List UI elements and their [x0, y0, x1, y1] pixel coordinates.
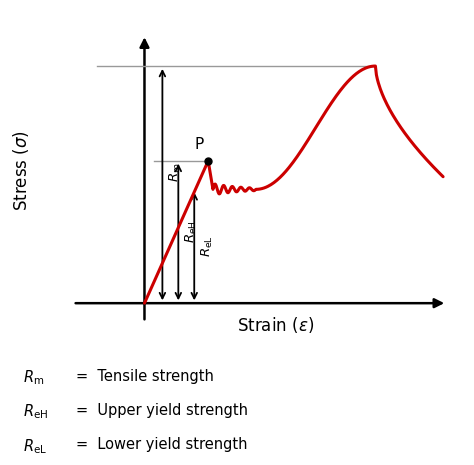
Text: =  Lower yield strength: = Lower yield strength — [76, 437, 247, 452]
Text: $R_\mathrm{eL}$: $R_\mathrm{eL}$ — [23, 437, 47, 456]
Text: P: P — [195, 137, 204, 152]
Text: =  Upper yield strength: = Upper yield strength — [76, 403, 247, 418]
Text: Stress ($\sigma$): Stress ($\sigma$) — [11, 130, 31, 211]
Text: $R_\mathrm{eL}$: $R_\mathrm{eL}$ — [200, 235, 215, 257]
Text: $R_\mathrm{m}$: $R_\mathrm{m}$ — [23, 369, 45, 387]
Text: $R_\mathrm{eH}$: $R_\mathrm{eH}$ — [23, 403, 48, 421]
Text: =  Tensile strength: = Tensile strength — [76, 369, 213, 384]
Text: $R_\mathrm{eH}$: $R_\mathrm{eH}$ — [183, 220, 199, 244]
Text: Strain ($\varepsilon$): Strain ($\varepsilon$) — [237, 315, 314, 335]
Text: $R_\mathrm{m}$: $R_\mathrm{m}$ — [168, 162, 182, 182]
